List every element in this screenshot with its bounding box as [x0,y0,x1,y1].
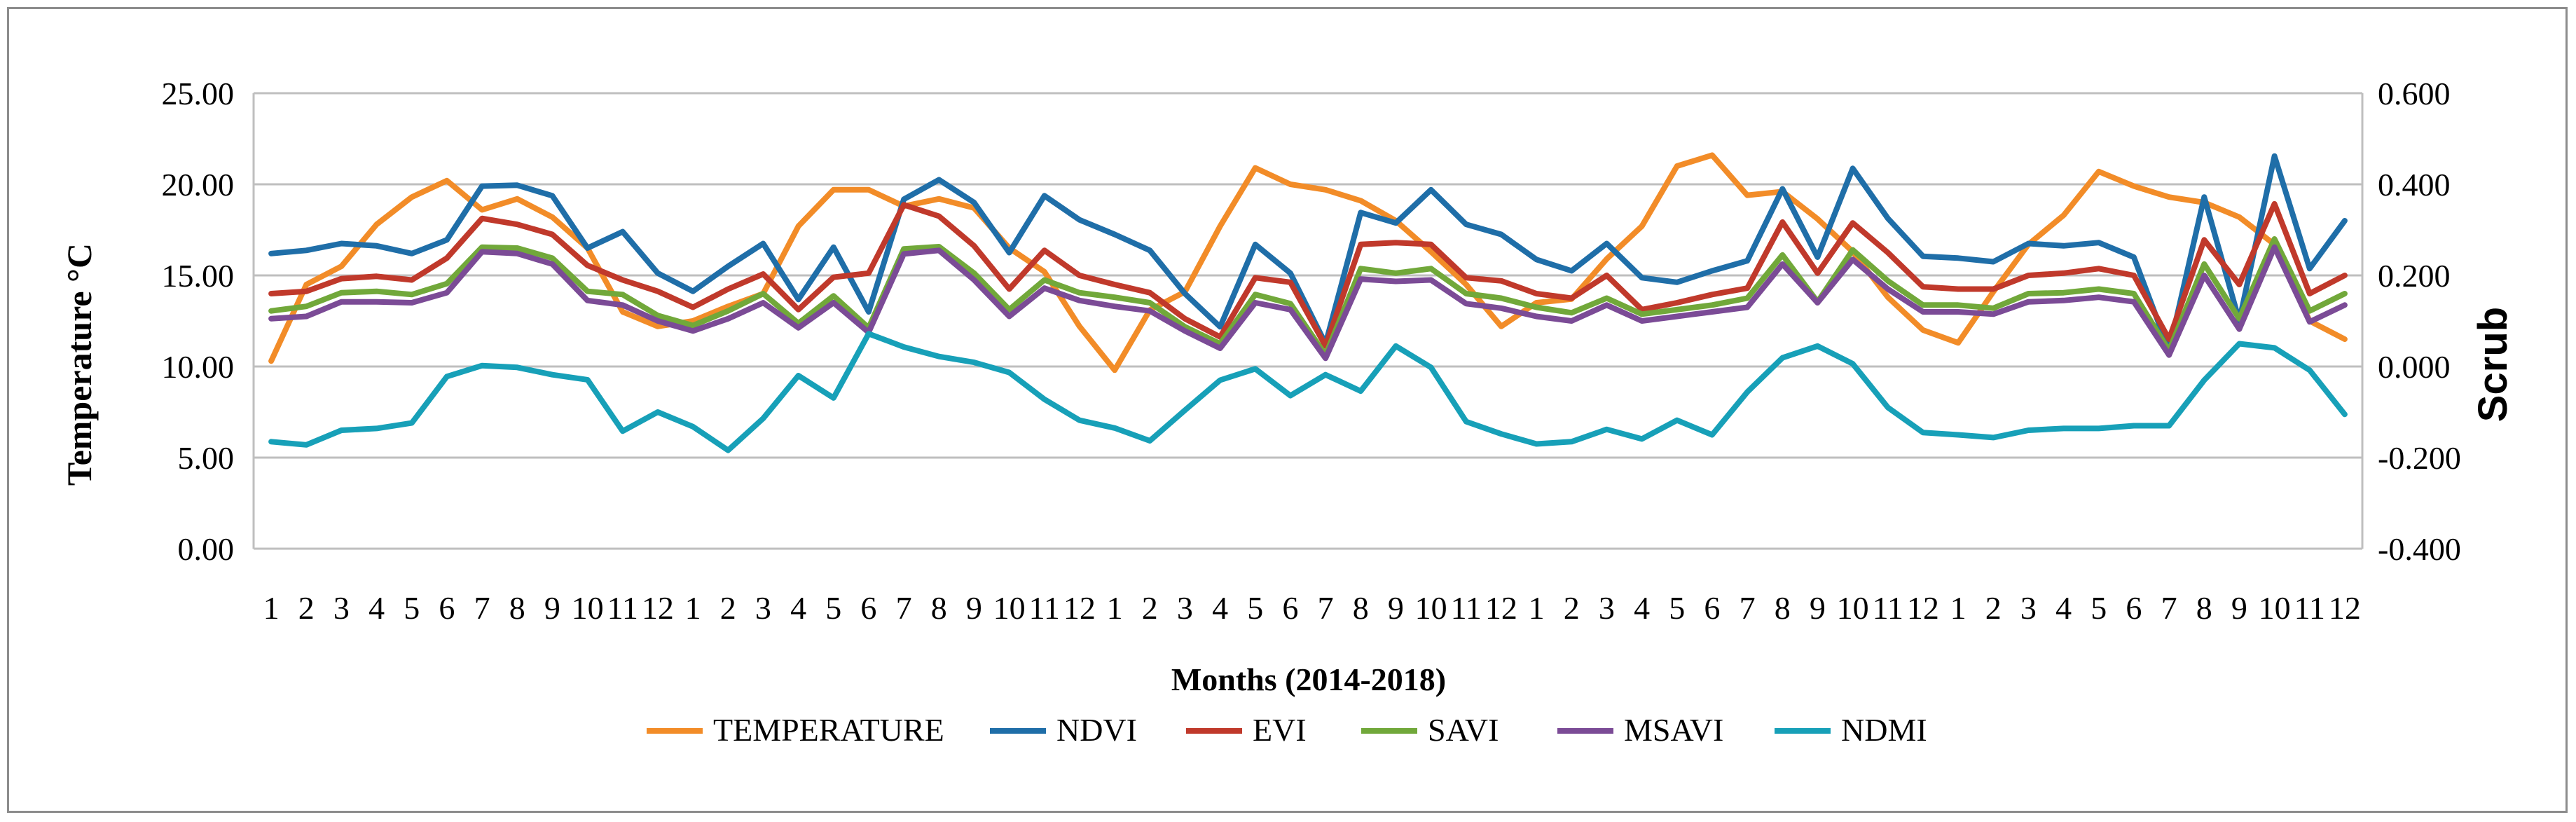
x-tick-label: 3 [1599,590,1615,626]
x-tick-label: 1 [1950,590,1967,626]
x-tick-label: 6 [2126,590,2142,626]
x-tick-label: 9 [2231,590,2247,626]
x-tick-label: 3 [755,590,771,626]
x-tick-label: 2 [298,590,315,626]
x-tick-label: 7 [474,590,490,626]
x-tick-label: 8 [1353,590,1369,626]
x-tick-label: 7 [1740,590,1756,626]
x-tick-label: 7 [1318,590,1334,626]
y-left-tick-label: 20.00 [162,167,235,203]
x-tick-label: 3 [2020,590,2037,626]
legend-label-temperature: TEMPERATURE [713,712,944,748]
x-tick-label: 7 [2161,590,2177,626]
x-tick-label: 12 [1485,590,1517,626]
x-tick-label: 1 [1529,590,1545,626]
y-right-tick-label: 0.000 [2378,349,2451,385]
left-axis-ticks: 0.00 5.00 10.00 15.00 20.00 25.00 [162,76,235,567]
x-axis-title: Months (2014-2018) [1171,662,1446,697]
y-axis-right-title: Scrub [2470,307,2516,422]
legend-label-savi: SAVI [1428,712,1499,748]
chart-frame [7,7,2568,813]
x-tick-label: 5 [1247,590,1263,626]
legend-label-msavi: MSAVI [1624,712,1723,748]
x-tick-label: 8 [2196,590,2212,626]
x-tick-label: 1 [685,590,701,626]
x-tick-label: 9 [1810,590,1826,626]
x-tick-label: 10 [2259,590,2291,626]
x-tick-label: 11 [1029,590,1060,626]
legend-label-ndvi: NDVI [1056,712,1137,748]
series-line-ndmi [268,331,2348,453]
legend-label-ndmi: NDMI [1841,712,1927,748]
legend: TEMPERATURE NDVI EVI SAVI MSAVI NDMI [647,712,1927,748]
gridlines [252,92,2364,550]
x-tick-label: 12 [642,590,674,626]
x-tick-label: 2 [1142,590,1158,626]
x-tick-label: 6 [1282,590,1298,626]
x-tick-label: 9 [966,590,982,626]
x-tick-label: 10 [993,590,1026,626]
x-tick-label: 9 [544,590,560,626]
x-tick-label: 8 [931,590,947,626]
x-tick-label: 4 [2055,590,2072,626]
x-tick-label: 4 [1634,590,1650,626]
y-left-tick-label: 10.00 [162,349,235,385]
x-tick-label: 11 [607,590,638,626]
x-tick-label: 10 [572,590,604,626]
x-tick-label: 5 [404,590,420,626]
x-tick-label: 2 [1985,590,2002,626]
y-axis-left-title: Temperature °C [60,243,99,486]
x-tick-label: 1 [1107,590,1123,626]
x-tick-label: 11 [2294,590,2325,626]
x-tick-label: 12 [1907,590,1939,626]
y-right-tick-label: 0.200 [2378,258,2451,294]
x-tick-label: 6 [860,590,876,626]
x-tick-label: 12 [2329,590,2361,626]
x-tick-label: 2 [720,590,736,626]
x-tick-label: 2 [1564,590,1580,626]
series-lines [268,152,2348,453]
x-tick-label: 5 [2091,590,2107,626]
y-right-tick-label: 0.400 [2378,167,2451,203]
x-tick-label: 5 [1669,590,1685,626]
y-right-tick-label: -0.200 [2378,440,2461,476]
x-tick-label: 5 [825,590,841,626]
x-tick-label: 1 [263,590,280,626]
x-tick-label: 11 [1873,590,1903,626]
x-tick-label: 12 [1063,590,1096,626]
series-line-msavi [268,244,2348,362]
y-left-tick-label: 5.00 [178,440,235,476]
series-line-evi [268,200,2348,349]
x-tick-label: 11 [1451,590,1482,626]
x-tick-label: 8 [509,590,525,626]
x-tick-label: 3 [1177,590,1193,626]
right-axis-ticks: -0.400 -0.200 0.000 0.200 0.400 0.600 [2378,76,2461,567]
x-tick-label: 9 [1388,590,1404,626]
x-tick-label: 4 [1212,590,1228,626]
legend-label-evi: EVI [1253,712,1307,748]
y-right-tick-label: -0.400 [2378,531,2461,567]
x-tick-label: 3 [333,590,350,626]
y-left-tick-label: 25.00 [162,76,235,111]
y-left-tick-label: 0.00 [178,531,235,567]
x-tick-label: 7 [896,590,912,626]
y-left-tick-label: 15.00 [162,258,235,294]
x-tick-label: 8 [1775,590,1791,626]
x-axis-ticks: 1 2 3 4 5 6 7 8 9 10 11 12 1 2 3 4 5 6 7 8 9 10 11 12 1 2 3 4 5 6 7 8 9 1… [263,590,2361,626]
x-tick-label: 10 [1415,590,1447,626]
x-tick-label: 6 [439,590,455,626]
x-tick-label: 6 [1704,590,1720,626]
x-tick-label: 4 [790,590,806,626]
x-tick-label: 4 [369,590,385,626]
x-tick-label: 10 [1837,590,1869,626]
y-right-tick-label: 0.600 [2378,76,2451,111]
